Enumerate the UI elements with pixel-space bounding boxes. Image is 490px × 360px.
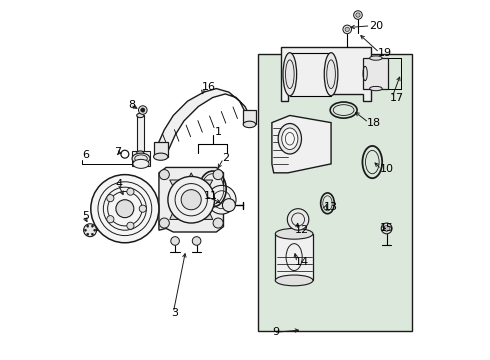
Circle shape [94,229,96,231]
Circle shape [116,200,134,218]
Circle shape [192,237,201,245]
Circle shape [141,108,145,112]
Polygon shape [157,89,250,151]
Circle shape [139,106,147,114]
Circle shape [159,170,170,180]
Ellipse shape [137,113,144,118]
Text: 17: 17 [390,93,404,103]
Ellipse shape [153,153,168,160]
Text: 16: 16 [202,82,216,92]
Circle shape [139,205,147,212]
Circle shape [107,194,114,202]
Text: 7: 7 [114,147,121,157]
Circle shape [107,216,114,223]
Polygon shape [281,47,370,101]
Circle shape [91,233,94,235]
Circle shape [87,233,89,235]
Ellipse shape [278,123,301,154]
Circle shape [354,11,362,19]
Text: 14: 14 [295,257,309,267]
Polygon shape [290,53,331,96]
Circle shape [91,225,94,227]
Polygon shape [132,151,150,166]
Polygon shape [137,116,144,153]
Text: 15: 15 [379,224,393,233]
Circle shape [91,175,159,243]
Ellipse shape [243,121,256,128]
Polygon shape [153,142,168,157]
Circle shape [207,185,236,214]
Circle shape [87,225,89,227]
Ellipse shape [133,159,149,168]
Polygon shape [364,58,389,89]
Ellipse shape [137,151,144,155]
Text: 3: 3 [172,308,178,318]
Circle shape [287,209,309,230]
Circle shape [127,188,134,195]
Circle shape [213,170,223,180]
Circle shape [171,237,179,245]
Text: 1: 1 [215,127,221,136]
Polygon shape [170,180,213,220]
Text: 4: 4 [116,179,123,189]
Circle shape [84,229,87,231]
Text: 5: 5 [82,211,89,221]
Polygon shape [243,110,256,125]
Circle shape [159,218,170,228]
Text: 19: 19 [378,48,392,58]
Ellipse shape [282,128,298,149]
Circle shape [181,190,201,210]
Circle shape [343,25,351,34]
Circle shape [384,226,390,231]
Circle shape [381,223,392,234]
Ellipse shape [369,86,382,91]
Text: 12: 12 [295,225,309,235]
Circle shape [213,218,223,228]
Ellipse shape [324,53,338,96]
Text: 10: 10 [379,164,393,174]
Text: 11: 11 [204,191,218,201]
Ellipse shape [369,56,382,60]
Circle shape [84,224,97,237]
Ellipse shape [132,153,150,164]
Text: 8: 8 [128,100,136,110]
Circle shape [168,176,215,223]
Text: 18: 18 [367,118,381,128]
Circle shape [345,27,349,32]
FancyBboxPatch shape [258,54,412,330]
Circle shape [222,199,235,212]
Ellipse shape [275,228,313,239]
Text: 9: 9 [272,327,279,337]
Text: 13: 13 [324,202,338,212]
Polygon shape [275,234,313,280]
Text: 20: 20 [368,21,383,31]
Text: 2: 2 [221,153,229,163]
Polygon shape [159,167,223,232]
Ellipse shape [283,53,296,96]
Circle shape [356,13,360,17]
Ellipse shape [275,275,313,286]
Polygon shape [272,116,331,173]
Text: 6: 6 [82,150,89,160]
Circle shape [127,222,134,229]
Polygon shape [170,173,213,220]
